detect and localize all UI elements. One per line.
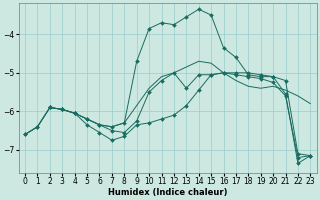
X-axis label: Humidex (Indice chaleur): Humidex (Indice chaleur) xyxy=(108,188,228,197)
